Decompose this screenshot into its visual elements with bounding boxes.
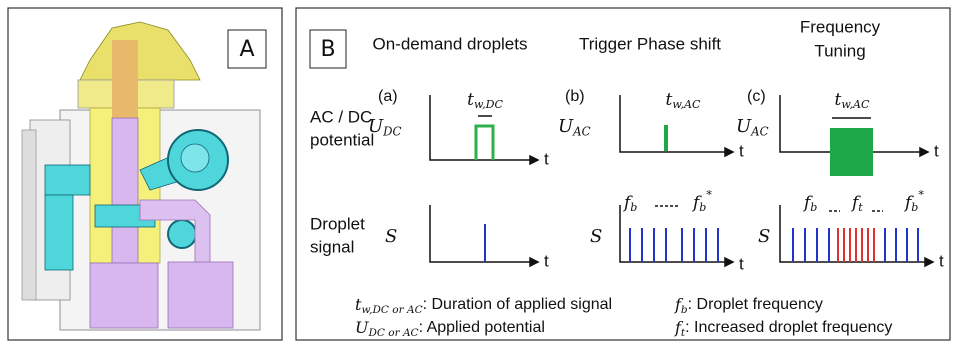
legend-entry: fb: Droplet frequency — [674, 295, 823, 317]
label: S — [590, 226, 602, 247]
symbol-subscript: b — [810, 201, 817, 214]
symbol-superscript: * — [706, 188, 712, 201]
label: Tuning — [814, 41, 865, 60]
symbol-main: U — [736, 116, 752, 137]
symbol-subscript: AC — [750, 124, 768, 138]
panel-a-label: A — [239, 37, 254, 62]
label: On-demand droplets — [373, 34, 528, 53]
shaft — [112, 118, 138, 263]
symbol-subscript: DC — [382, 124, 401, 138]
legend-subscript: w,DC or AC — [361, 304, 422, 316]
label: S — [758, 226, 770, 247]
label: (c) — [747, 88, 766, 105]
piston-left — [90, 263, 158, 328]
label: AC / DC — [310, 107, 372, 126]
label: Trigger Phase shift — [579, 34, 721, 53]
label: potential — [310, 130, 374, 149]
housing-edge — [22, 130, 36, 300]
label: t — [544, 251, 549, 270]
symbol-subscript: w,AC — [841, 98, 870, 111]
legend-subscript: DC or AC — [367, 327, 418, 339]
inlet — [112, 40, 138, 120]
droplet-train-fast — [838, 228, 874, 262]
symbol-subscript: w,DC — [474, 98, 504, 111]
label: t — [934, 141, 939, 160]
legend-entry: ft: Increased droplet frequency — [674, 318, 892, 340]
channel-1 — [45, 165, 90, 195]
symbol-subscript: AC — [572, 124, 590, 138]
label: t — [939, 251, 944, 270]
label: S — [385, 226, 397, 247]
ac-burst-long — [830, 128, 873, 176]
legend-text: : Droplet frequency — [688, 296, 823, 313]
label: t — [739, 141, 744, 160]
symbol-subscript: b — [911, 201, 918, 214]
label: (b) — [565, 88, 585, 105]
panel-b-label: B — [320, 37, 335, 62]
symbol-subscript: b — [630, 201, 637, 214]
symbol-subscript: w,AC — [672, 98, 701, 111]
reservoir-2 — [168, 220, 196, 248]
legend-symbol: U — [355, 318, 369, 337]
piston-right — [168, 262, 233, 328]
symbol-subscript: t — [858, 201, 863, 214]
reservoir-1-inner — [181, 144, 209, 172]
legend-text: : Duration of applied signal — [423, 296, 612, 313]
symbol-main: U — [558, 116, 574, 137]
label: t — [739, 254, 744, 273]
label: (a) — [378, 88, 398, 105]
label: t — [544, 149, 549, 168]
figure: A B On-demand droplets Trigger Phase shif… — [0, 0, 955, 347]
legend-text: : Increased droplet frequency — [685, 319, 892, 336]
ac-burst — [664, 125, 668, 151]
symbol-subscript: b — [699, 201, 706, 214]
label: Droplet — [310, 214, 365, 233]
label: Frequency — [800, 17, 881, 36]
channel-2 — [45, 195, 73, 270]
symbol-superscript: * — [918, 188, 924, 201]
label: signal — [310, 237, 354, 256]
symbol-main: U — [368, 116, 384, 137]
legend-text: : Applied potential — [419, 319, 545, 336]
